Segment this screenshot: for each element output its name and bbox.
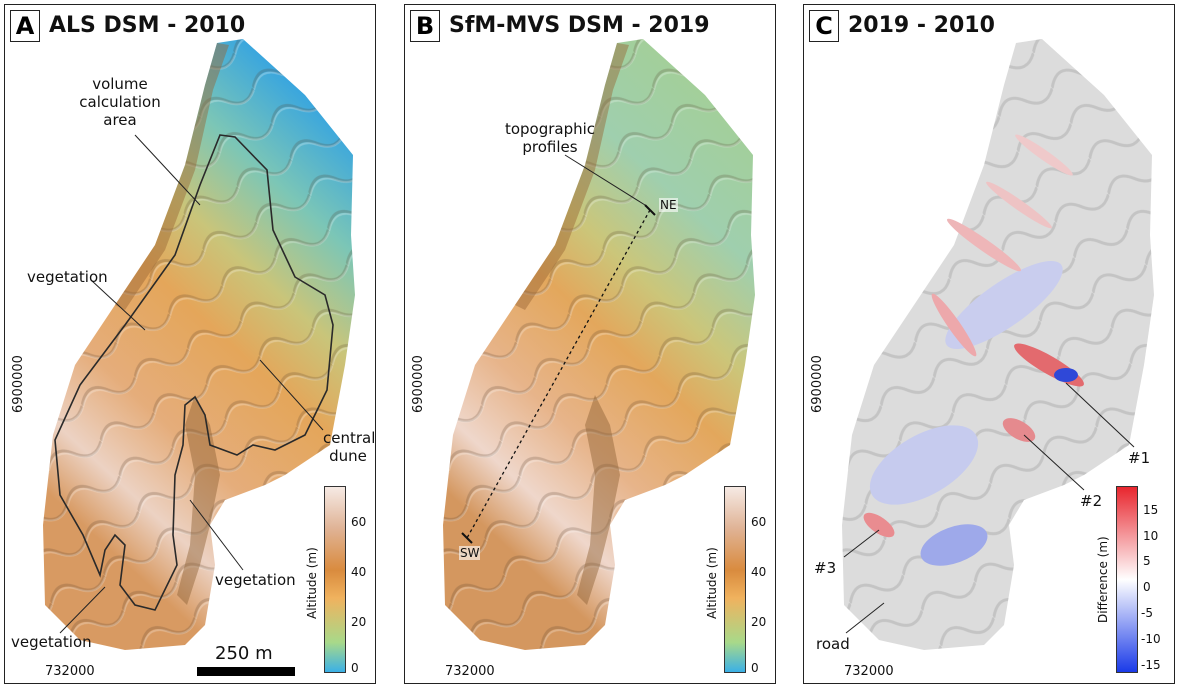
- scale-bar-label: 250 m: [215, 643, 273, 664]
- easting-tick: 732000: [45, 664, 95, 679]
- difference-tick-10: 10: [1143, 529, 1159, 543]
- panel-letter: A: [10, 10, 40, 42]
- profile-ne-label: NE: [659, 198, 678, 212]
- topographic-profiles-label: topographic profiles: [504, 120, 596, 156]
- profile-sw-label: SW: [459, 546, 481, 560]
- difference-tick-0: 0: [1143, 580, 1151, 594]
- altitude-colorbar: [324, 486, 346, 673]
- road-label: road: [816, 635, 850, 653]
- panel-title: ALS DSM - 2010: [49, 13, 246, 38]
- panel-b: B SfM-MVS DSM - 2019 topographic profile…: [404, 4, 776, 684]
- altitude-tick-20: 20: [751, 615, 767, 629]
- difference-colorbar: [1116, 486, 1138, 673]
- difference-map: [842, 39, 1154, 650]
- altitude-tick-40: 40: [751, 565, 767, 579]
- altitude-tick-40: 40: [351, 565, 367, 579]
- volume-area-label: volume calculation area: [79, 75, 161, 129]
- profile-leader-line: [564, 154, 646, 206]
- northing-tick: 6900000: [411, 355, 426, 413]
- sfm-mvs-dsm-map: [443, 39, 755, 650]
- panel-title: SfM-MVS DSM - 2019: [449, 13, 710, 38]
- altitude-colorbar-title: Altitude (m): [705, 547, 719, 619]
- site-2-label: #2: [1080, 492, 1103, 510]
- easting-tick: 732000: [445, 664, 495, 679]
- panel-c: C 2019 - 2010 #1 #2 #3 road 6900000 7320…: [803, 4, 1175, 684]
- difference-tick-minus-15: -15: [1141, 658, 1161, 672]
- leader-lines: [59, 134, 324, 634]
- site-1-label: #1: [1128, 449, 1151, 467]
- terrain: [443, 39, 755, 650]
- elevation-change-areas: [863, 134, 1084, 566]
- difference-tick-minus-10: -10: [1141, 632, 1161, 646]
- panel-a: A ALS DSM - 2010 volume calculation area…: [4, 4, 376, 684]
- altitude-tick-0: 0: [351, 661, 359, 675]
- altitude-colorbar-title: Altitude (m): [305, 547, 319, 619]
- volume-calculation-area: [54, 134, 334, 611]
- topographic-profile-line: [461, 204, 656, 544]
- altitude-colorbar: [724, 486, 746, 673]
- difference-tick-5: 5: [1143, 554, 1151, 568]
- vegetation-label-1: vegetation: [27, 268, 108, 286]
- vegetation-label-3: vegetation: [11, 633, 92, 651]
- als-dsm-map: [43, 39, 355, 650]
- altitude-tick-60: 60: [751, 515, 767, 529]
- panel-title: 2019 - 2010: [848, 13, 995, 38]
- scale-bar: [197, 667, 295, 676]
- difference-tick-minus-5: -5: [1141, 606, 1153, 620]
- easting-tick: 732000: [844, 664, 894, 679]
- vegetation-label-2: vegetation: [215, 571, 296, 589]
- panel-letter: B: [410, 10, 440, 42]
- leader-lines: [843, 382, 1135, 634]
- terrain: [43, 39, 355, 650]
- site-3-label: #3: [814, 559, 837, 577]
- altitude-tick-20: 20: [351, 615, 367, 629]
- northing-tick: 6900000: [11, 355, 26, 413]
- central-dune-label: central dune: [323, 429, 376, 465]
- altitude-tick-60: 60: [351, 515, 367, 529]
- altitude-tick-0: 0: [751, 661, 759, 675]
- panel-letter: C: [809, 10, 839, 42]
- difference-tick-15: 15: [1143, 503, 1159, 517]
- difference-colorbar-title: Difference (m): [1096, 536, 1110, 623]
- northing-tick: 6900000: [810, 355, 825, 413]
